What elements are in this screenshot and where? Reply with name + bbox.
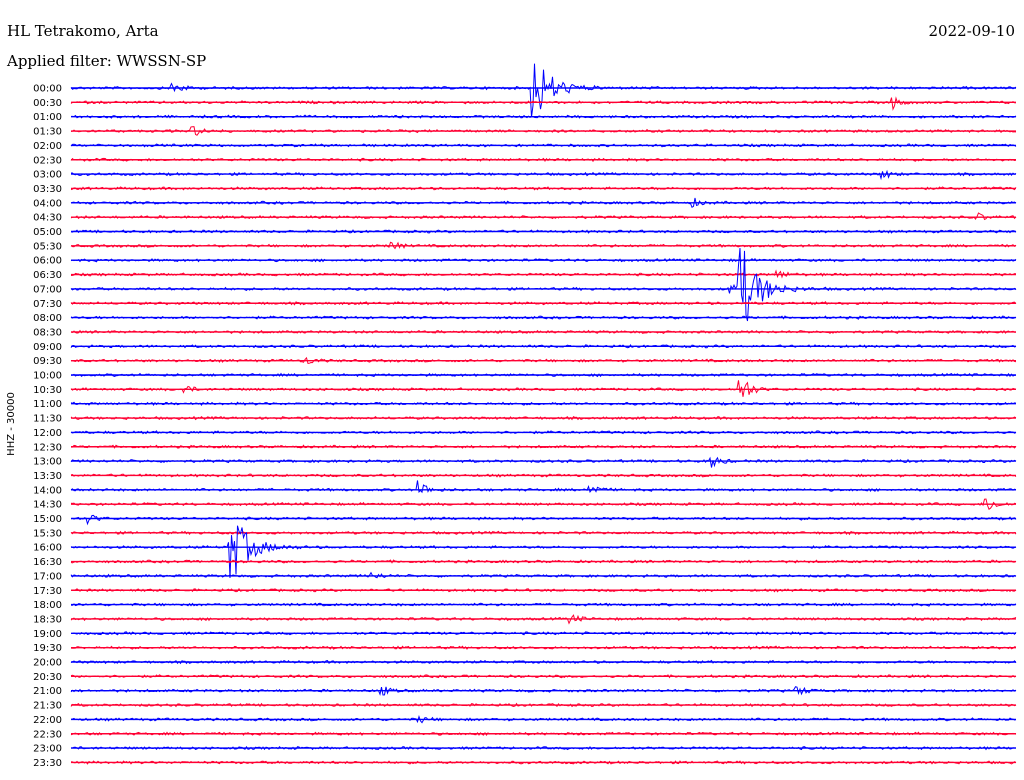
trace-line — [70, 530, 1017, 536]
row-time-label: 12:30 — [33, 442, 62, 453]
row-time-label: 14:30 — [33, 500, 62, 511]
station-title: HL Tetrakomo, Arta — [7, 22, 159, 40]
row-time-label: 06:30 — [33, 270, 62, 281]
row-time-label: 11:00 — [33, 399, 62, 410]
row-time-label: 21:00 — [33, 686, 62, 697]
row-time-label: 06:00 — [33, 256, 62, 267]
row-time-label: 11:30 — [33, 414, 62, 425]
row-time-label: 05:30 — [33, 241, 62, 252]
row-time-label: 07:00 — [33, 284, 62, 295]
row-time-label: 15:30 — [33, 528, 62, 539]
row-time-label: 13:30 — [33, 471, 62, 482]
row-time-label: 21:30 — [33, 701, 62, 712]
row-time-label: 16:00 — [33, 543, 62, 554]
row-time-label: 08:00 — [33, 313, 62, 324]
row-time-label: 03:00 — [33, 170, 62, 181]
trace-line — [70, 473, 1017, 478]
row-time-label: 14:00 — [33, 485, 62, 496]
row-time-label: 16:30 — [33, 557, 62, 568]
row-time-label: 10:00 — [33, 371, 62, 382]
row-time-label: 22:00 — [33, 715, 62, 726]
row-time-label: 20:30 — [33, 672, 62, 683]
row-time-label: 22:30 — [33, 729, 62, 740]
row-time-label: 08:30 — [33, 327, 62, 338]
row-time-label: 19:30 — [33, 643, 62, 654]
row-time-label: 17:00 — [33, 571, 62, 582]
trace-rows: 00:00 00:30 01:00 01:30 02:00 02:30 03:00 03:30… — [33, 63, 1017, 769]
row-time-label: 01:00 — [33, 112, 62, 123]
row-time-label: 09:30 — [33, 356, 62, 367]
row-time-label: 19:00 — [33, 629, 62, 640]
row-time-label: 04:30 — [33, 213, 62, 224]
filter-subtitle: Applied filter: WWSSN-SP — [6, 52, 206, 70]
row-time-label: 07:30 — [33, 299, 62, 310]
row-time-label: 13:00 — [33, 457, 62, 468]
row-time-label: 02:30 — [33, 155, 62, 166]
channel-axis-label: HHZ - 30000 — [6, 392, 17, 456]
row-time-label: 02:00 — [33, 141, 62, 152]
row-time-label: 18:00 — [33, 600, 62, 611]
row-time-label: 20:00 — [33, 658, 62, 669]
row-time-label: 17:30 — [33, 586, 62, 597]
trace-line — [70, 212, 1017, 221]
trace-line — [70, 380, 1017, 397]
row-time-label: 09:00 — [33, 342, 62, 353]
trace-line — [70, 96, 1017, 111]
row-time-label: 23:30 — [33, 758, 62, 769]
trace-line — [71, 169, 1017, 181]
trace-line — [70, 514, 1017, 526]
trace-line — [70, 63, 1017, 118]
row-time-label: 15:00 — [33, 514, 62, 525]
row-time-label: 01:30 — [33, 127, 62, 138]
row-time-label: 12:00 — [33, 428, 62, 439]
trace-line — [70, 456, 1017, 468]
row-time-label: 10:30 — [33, 385, 62, 396]
row-time-label: 00:00 — [33, 84, 62, 95]
row-time-label: 03:30 — [33, 184, 62, 195]
trace-line — [70, 301, 1017, 306]
trace-line — [70, 659, 1017, 665]
row-time-label: 23:00 — [33, 744, 62, 755]
row-time-label: 18:30 — [33, 614, 62, 625]
row-time-label: 00:30 — [33, 98, 62, 109]
row-time-label: 04:00 — [33, 198, 62, 209]
date-label: 2022-09-10 — [929, 22, 1015, 40]
row-time-label: 05:00 — [33, 227, 62, 238]
